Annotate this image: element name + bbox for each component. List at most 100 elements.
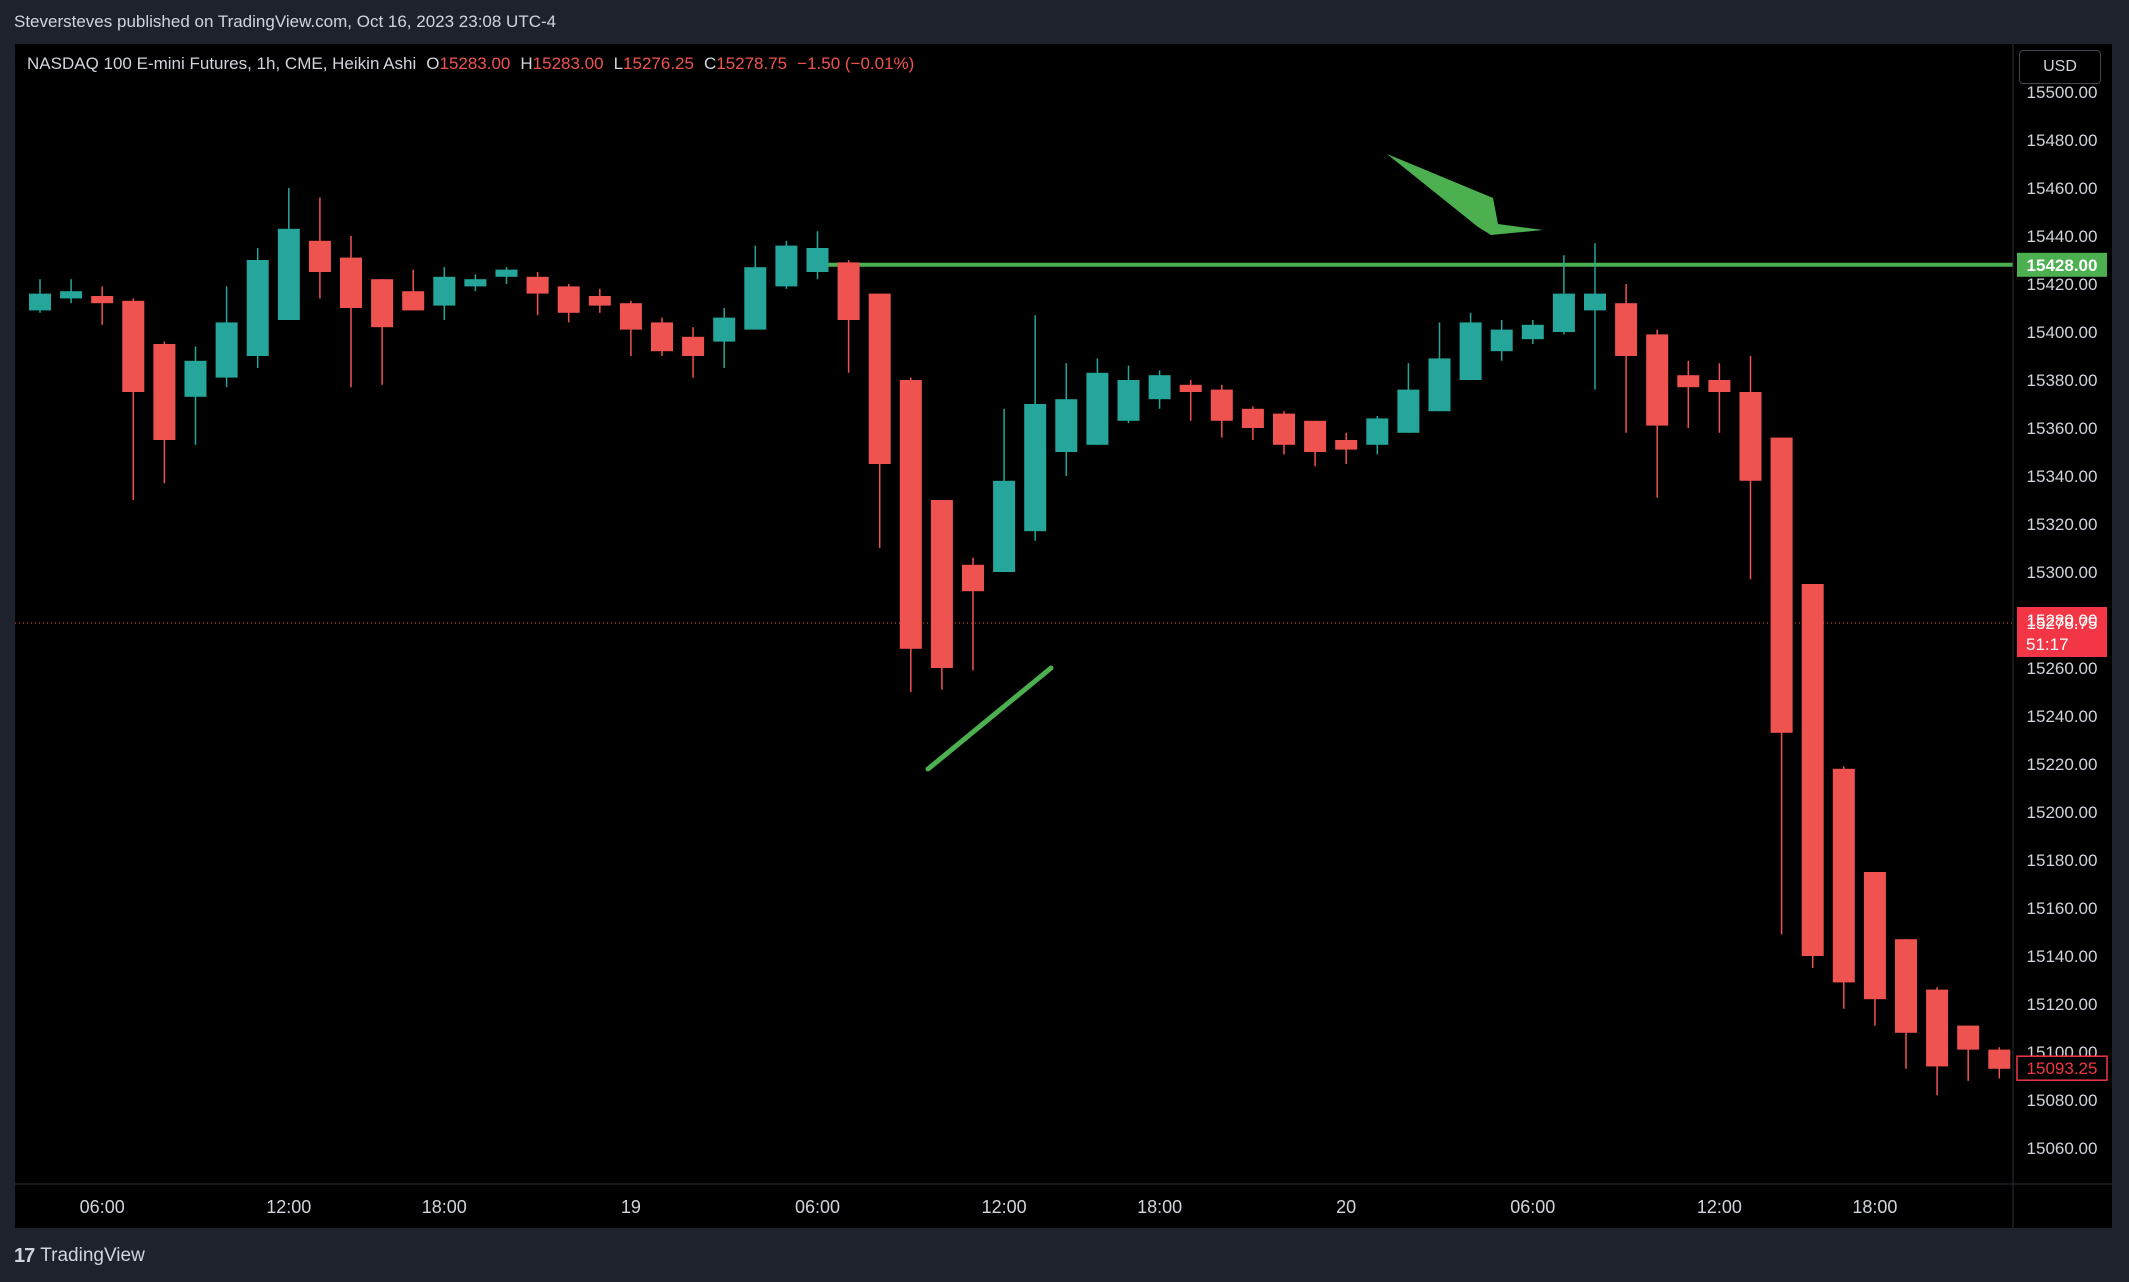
candle[interactable]	[402, 269, 425, 311]
candle-body[interactable]	[1148, 375, 1171, 400]
candle-body[interactable]	[184, 360, 207, 397]
candle-body[interactable]	[1086, 372, 1109, 445]
candle[interactable]	[184, 346, 207, 445]
candle[interactable]	[215, 286, 238, 388]
candle-body[interactable]	[1335, 440, 1358, 450]
candle[interactable]	[308, 197, 331, 299]
candle-body[interactable]	[1926, 989, 1949, 1067]
candle[interactable]	[744, 245, 767, 330]
candle[interactable]	[1210, 384, 1233, 438]
candle-body[interactable]	[402, 291, 425, 311]
candle-body[interactable]	[433, 276, 456, 306]
candle-body[interactable]	[993, 480, 1016, 572]
candle-body[interactable]	[1521, 324, 1544, 340]
candle[interactable]	[557, 284, 580, 323]
candle-body[interactable]	[651, 322, 673, 352]
candle-body[interactable]	[682, 336, 705, 356]
footer-brand[interactable]: 17 TradingView	[14, 1236, 145, 1276]
candle-body[interactable]	[1615, 303, 1638, 356]
candle[interactable]	[930, 500, 953, 690]
candle-body[interactable]	[464, 279, 487, 287]
candlestick-chart[interactable]: 15060.0015080.0015100.0015120.0015140.00…	[15, 44, 2112, 1228]
candle[interactable]	[1957, 1025, 1980, 1081]
candle[interactable]	[1988, 1047, 2011, 1079]
candle[interactable]	[495, 267, 518, 284]
candle[interactable]	[1615, 284, 1638, 433]
candle-body[interactable]	[1552, 293, 1575, 332]
candle[interactable]	[1584, 243, 1606, 390]
candle[interactable]	[1055, 363, 1078, 476]
candle[interactable]	[1397, 363, 1420, 433]
candle[interactable]	[1895, 939, 1917, 1069]
candle-body[interactable]	[1024, 404, 1047, 532]
candle[interactable]	[1024, 315, 1047, 541]
candle-body[interactable]	[1584, 293, 1606, 311]
candle-body[interactable]	[713, 317, 736, 342]
candle-body[interactable]	[340, 257, 362, 308]
candle[interactable]	[60, 279, 83, 304]
candle-body[interactable]	[1397, 389, 1420, 433]
currency-button[interactable]: USD	[2019, 50, 2101, 84]
candle[interactable]	[277, 188, 300, 320]
candle[interactable]	[1863, 872, 1886, 1026]
candle-body[interactable]	[557, 286, 580, 313]
candle[interactable]	[588, 288, 611, 313]
candle-body[interactable]	[1179, 384, 1202, 392]
candle-body[interactable]	[1677, 375, 1700, 388]
candle-body[interactable]	[588, 296, 611, 306]
candle[interactable]	[1926, 987, 1949, 1096]
candle[interactable]	[1304, 420, 1327, 467]
candle-body[interactable]	[899, 380, 922, 649]
candle[interactable]	[1459, 312, 1482, 380]
candle-body[interactable]	[1304, 420, 1327, 452]
candle-body[interactable]	[1241, 408, 1264, 428]
arrow-annotation-icon[interactable]	[1387, 154, 1543, 235]
candle-body[interactable]	[1801, 584, 1824, 956]
candle[interactable]	[899, 377, 922, 692]
candle-body[interactable]	[775, 245, 798, 287]
candle-body[interactable]	[619, 303, 642, 330]
candle-body[interactable]	[1459, 322, 1482, 380]
candle-body[interactable]	[1832, 768, 1855, 983]
candle[interactable]	[1179, 380, 1202, 421]
candle-body[interactable]	[495, 269, 518, 277]
candle[interactable]	[713, 308, 736, 368]
candle-body[interactable]	[371, 279, 394, 328]
candle[interactable]	[1832, 766, 1855, 1009]
candle-body[interactable]	[1273, 413, 1295, 445]
candle-body[interactable]	[277, 228, 300, 320]
candle[interactable]	[1739, 356, 1762, 580]
candle-body[interactable]	[1708, 380, 1731, 392]
candle[interactable]	[29, 279, 51, 313]
candle[interactable]	[1490, 320, 1513, 361]
candle-body[interactable]	[215, 322, 238, 378]
candle[interactable]	[1770, 437, 1793, 935]
candle[interactable]	[433, 267, 456, 320]
candle[interactable]	[1086, 358, 1109, 445]
candle-body[interactable]	[153, 344, 176, 440]
candle-body[interactable]	[1988, 1049, 2011, 1069]
candle[interactable]	[1646, 329, 1669, 498]
chart-frame[interactable]: 15060.00 15080.00 15100.00 15120.00 15140.00…	[15, 44, 2112, 1228]
candle-body[interactable]	[60, 291, 83, 299]
candle-body[interactable]	[744, 267, 767, 330]
candle-body[interactable]	[1739, 392, 1762, 481]
candle-body[interactable]	[1117, 380, 1140, 421]
candle[interactable]	[993, 408, 1016, 572]
candle[interactable]	[526, 272, 549, 316]
candle-body[interactable]	[930, 500, 953, 668]
candle[interactable]	[1552, 255, 1575, 335]
candle-body[interactable]	[1863, 872, 1886, 1000]
candle[interactable]	[340, 236, 362, 388]
candle[interactable]	[1801, 584, 1824, 968]
candle[interactable]	[1428, 322, 1451, 412]
candle[interactable]	[651, 317, 673, 356]
candle-body[interactable]	[1366, 418, 1389, 445]
candle-body[interactable]	[1210, 389, 1233, 421]
candle[interactable]	[837, 260, 860, 373]
candle[interactable]	[619, 300, 642, 356]
candle[interactable]	[122, 298, 145, 500]
candle-body[interactable]	[122, 300, 145, 392]
candle-body[interactable]	[1055, 399, 1078, 452]
candle[interactable]	[962, 557, 984, 671]
